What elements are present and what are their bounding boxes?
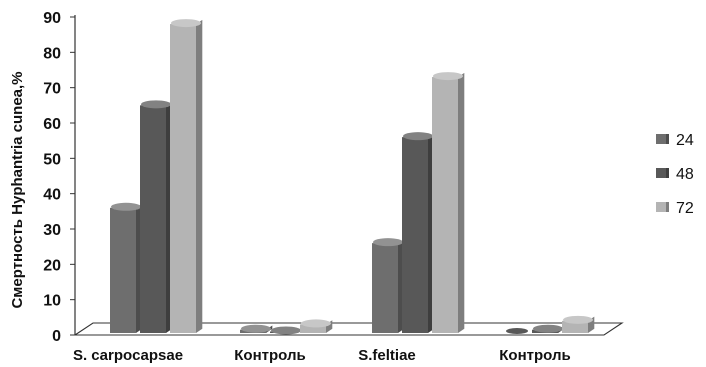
bar-top (403, 132, 433, 141)
legend-item: 72 (656, 200, 694, 217)
bar (402, 132, 435, 333)
category-labels: S. carpocapsae Контроль S.feltiae Контроль (73, 347, 571, 364)
legend-label: 24 (676, 132, 694, 149)
y-tick-label: 20 (43, 257, 61, 274)
bar-side (196, 19, 203, 333)
legend-swatch-side (666, 134, 669, 144)
bar-front (170, 24, 196, 334)
bar-top (533, 324, 563, 333)
bar-top (241, 324, 271, 333)
y-tick-labels: 0 10 20 30 40 50 60 70 80 90 (43, 10, 61, 345)
bar-top (141, 100, 171, 109)
bar-front (562, 320, 588, 333)
bar-top (111, 202, 141, 211)
category-label: Контроль (234, 347, 305, 364)
bar-top (301, 319, 331, 328)
y-tick-label: 70 (43, 81, 61, 98)
bar-top (433, 72, 463, 81)
bar-front (110, 207, 136, 333)
category-label: Контроль (499, 347, 570, 364)
bar-top (271, 326, 301, 335)
bar-top (373, 238, 403, 247)
bar-front (140, 105, 166, 333)
legend-label: 48 (676, 166, 694, 183)
y-tick-label: 60 (43, 116, 61, 133)
legend-label: 72 (676, 200, 694, 217)
legend-item: 48 (656, 166, 694, 183)
bar (140, 100, 173, 333)
legend-swatch-side (666, 202, 669, 212)
y-tick-label: 40 (43, 187, 61, 204)
bar (372, 238, 405, 333)
bar (562, 315, 595, 333)
bar-flat (506, 328, 528, 334)
legend-swatch (656, 134, 666, 144)
legend: 24 48 72 (656, 132, 694, 217)
category-label: S. carpocapsae (73, 347, 183, 364)
bar-front (432, 77, 458, 333)
bar-top (563, 315, 593, 324)
axes (70, 15, 624, 336)
bar-side (458, 72, 465, 333)
bar-top (171, 19, 201, 28)
bar-front (402, 137, 428, 333)
y-tick-label: 80 (43, 45, 61, 62)
y-tick-label: 50 (43, 151, 61, 168)
bar (110, 202, 143, 333)
bar (506, 328, 528, 334)
category-label: S.feltiae (358, 347, 416, 364)
y-tick-label: 30 (43, 222, 61, 239)
bars (110, 19, 595, 335)
legend-item: 24 (656, 132, 694, 149)
chart-floor (73, 322, 624, 336)
y-axis-title: Смертность Hyphantria cunea,% (9, 71, 26, 308)
bar (432, 72, 465, 333)
bar-front (372, 243, 398, 333)
legend-swatch (656, 168, 666, 178)
legend-swatch (656, 202, 666, 212)
y-tick-label: 0 (52, 328, 61, 345)
bar (170, 19, 203, 334)
y-tick-label: 10 (43, 293, 61, 310)
bar (300, 319, 333, 333)
y-tick-label: 90 (43, 10, 61, 27)
legend-swatch-side (666, 168, 669, 178)
bar (240, 324, 273, 333)
bar-front (300, 324, 326, 333)
